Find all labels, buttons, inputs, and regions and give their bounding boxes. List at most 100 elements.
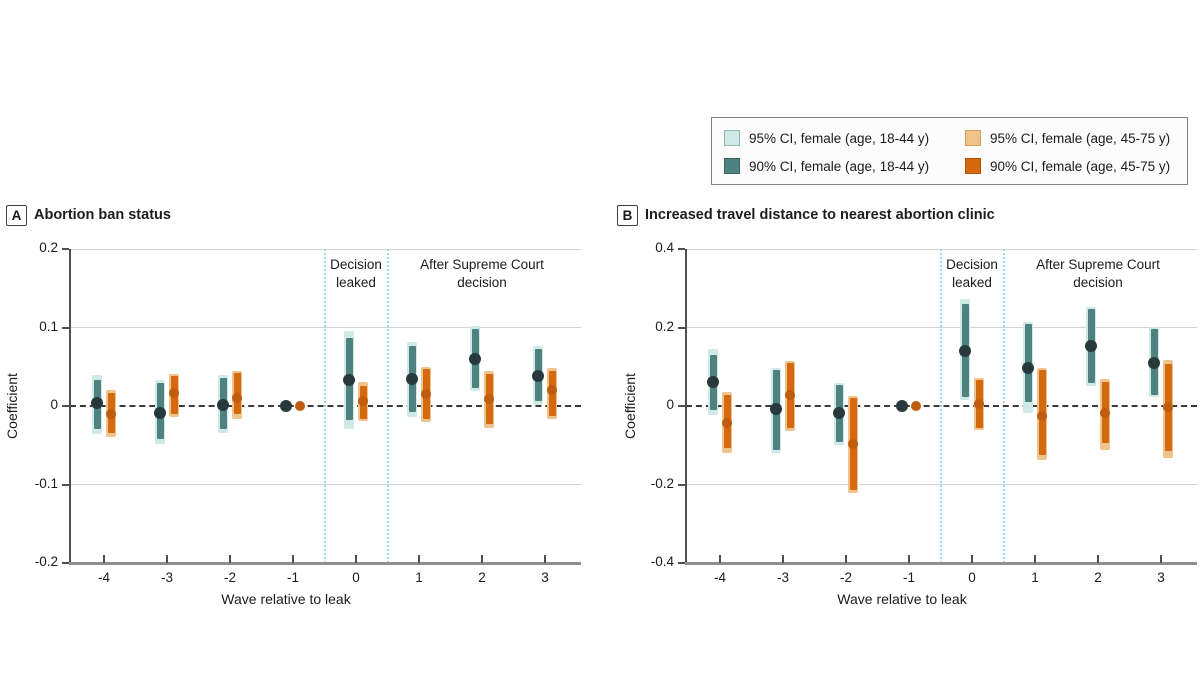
y-tick-label: -0.2 [650,475,674,491]
x-tick-label: -2 [839,570,852,585]
point-estimate-dot [1163,401,1173,412]
point-estimate-dot [169,388,179,399]
y-tick-label: 0.2 [39,240,58,255]
point-estimate-dot [974,398,984,409]
point-estimate-dot [406,372,418,385]
ci90-45-75-swatch-icon [965,158,981,174]
legend-item-ci90-18-44: 90% CI, female (age, 18-44 y) [724,158,929,174]
y-tick [62,483,69,486]
x-tick [782,555,784,563]
point-estimate-dot [469,352,481,365]
x-tick-label: 3 [541,570,549,585]
panel-b-x-axis-label: Wave relative to leak [837,591,967,607]
point-estimate-dot [358,396,368,407]
x-tick [1160,555,1162,563]
point-estimate-dot [484,393,494,404]
point-estimate-dot [91,396,103,409]
y-tick-label: -0.4 [650,554,674,569]
point-estimate-dot [232,393,242,404]
point-estimate-dot [785,390,795,400]
panel-a-letter-badge: A [6,205,27,226]
y-tick [678,326,685,329]
legend-item-ci95-18-44: 95% CI, female (age, 18-44 y) [724,130,929,146]
x-axis-line [69,562,581,565]
point-estimate-dot [106,408,116,419]
x-tick [971,555,973,563]
x-tick-label: 0 [352,570,360,585]
y-gridline [70,484,581,485]
x-tick [103,555,105,563]
y-tick-label: -0.1 [34,475,58,491]
point-estimate-dot [911,401,921,411]
point-estimate-dot [896,400,908,412]
panel-b-title: Increased travel distance to nearest abo… [645,207,995,223]
ci95-18-44-swatch-icon [724,130,740,146]
panel-a-title: Abortion ban status [34,207,171,223]
point-estimate-dot [1085,339,1097,352]
x-tick-label: -2 [223,570,236,585]
point-estimate-dot [154,407,166,420]
point-estimate-dot [547,385,557,396]
x-tick-label: 1 [1031,570,1039,585]
annotation-decision-leaked: Decision leaked [330,257,382,290]
panel-b-letter-badge: B [617,205,638,226]
x-tick-label: -1 [902,570,915,585]
x-tick [1097,555,1099,563]
x-tick-label: 3 [1157,570,1165,585]
y-gridline [70,327,581,328]
x-tick [166,555,168,563]
panel-a-plot-area: Decision leaked After Supreme Court decis… [35,240,581,585]
y-tick-label: 0.1 [39,318,58,334]
point-estimate-dot [295,401,305,411]
x-tick [481,555,483,563]
point-estimate-dot [848,439,858,450]
point-estimate-dot [707,375,719,388]
y-tick-label: -0.2 [34,554,58,569]
x-tick-label: -4 [97,570,110,585]
x-tick-label: -1 [286,570,299,585]
legend-box: 95% CI, female (age, 18-44 y) 90% CI, fe… [711,117,1188,185]
zero-line [686,405,1197,407]
point-estimate-dot [1037,411,1047,422]
ci90-18-44-swatch-icon [724,158,740,174]
point-estimate-dot [1100,408,1110,419]
x-tick [719,555,721,563]
x-tick-label: 2 [478,570,486,585]
legend-item-label: 95% CI, female (age, 45-75 y) [990,130,1171,146]
legend-item-label: 95% CI, female (age, 18-44 y) [749,130,930,146]
point-estimate-dot [421,389,431,400]
y-tick [62,405,69,407]
point-estimate-dot [1022,361,1034,374]
x-tick [1034,555,1036,563]
y-tick-label: 0.2 [655,318,674,334]
y-tick [678,483,685,486]
panel-b-plot-area: Decision leaked After Supreme Court decis… [651,240,1197,585]
x-tick [355,555,357,563]
point-estimate-dot [343,374,355,387]
y-gridline [686,484,1197,485]
x-tick-label: -4 [713,570,726,585]
x-tick [292,555,294,563]
point-estimate-dot [770,403,782,416]
point-estimate-dot [1148,357,1160,370]
x-axis-line [685,562,1197,565]
x-tick [418,555,420,563]
x-tick [908,555,910,563]
x-tick-label: 1 [415,570,423,585]
y-gridline [686,327,1197,328]
y-axis-line [69,249,71,563]
point-estimate-dot [280,400,292,412]
y-tick [678,405,685,407]
x-tick [544,555,546,563]
legend-item-ci95-45-75: 95% CI, female (age, 45-75 y) [965,130,1170,146]
x-tick [845,555,847,563]
y-tick [62,562,69,564]
y-gridline [686,248,1197,250]
point-estimate-dot [959,344,971,357]
annotation-decision-leaked: Decision leaked [946,257,998,290]
y-tick-label: 0.4 [655,240,674,255]
point-estimate-dot [532,370,544,383]
y-tick-label: 0 [50,397,58,412]
point-estimate-dot [217,399,229,412]
